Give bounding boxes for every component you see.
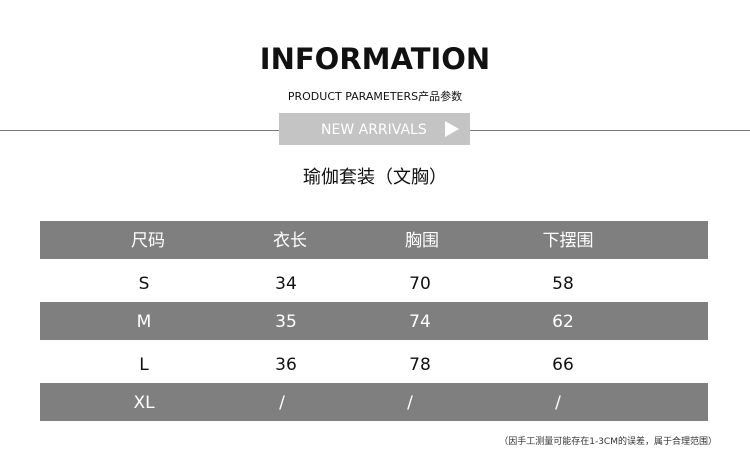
table-cell: 66 — [552, 355, 574, 375]
page-title: INFORMATION — [259, 42, 491, 76]
table-cell: M — [136, 312, 152, 332]
new-arrivals-badge: NEW ARRIVALS — [279, 113, 470, 145]
page-subtitle: PRODUCT PARAMETERS产品参数 — [287, 90, 463, 103]
table-cell: S — [138, 274, 150, 294]
table-row: XL / / / — [40, 383, 708, 421]
column-header: 衣长 — [273, 231, 307, 251]
measurement-note: （因手工测量可能存在1-3CM的误差，属于合理范围） — [499, 437, 717, 447]
table-cell: 74 — [409, 312, 431, 332]
table-cell: 58 — [552, 274, 574, 294]
table-cell: 36 — [275, 355, 297, 375]
table-cell: 62 — [552, 312, 574, 332]
table-header: 尺码 衣长 胸围 下摆围 — [40, 221, 708, 259]
table-row: S 34 70 58 — [40, 264, 708, 302]
badge-label: NEW ARRIVALS — [321, 122, 427, 138]
product-name: 瑜伽套装（文胸） — [303, 167, 447, 188]
column-header: 尺码 — [131, 231, 165, 251]
divider-left — [0, 130, 279, 131]
table-cell: 34 — [275, 274, 297, 294]
table-cell: 70 — [409, 274, 431, 294]
column-header: 下摆围 — [542, 231, 594, 251]
play-triangle-icon — [445, 121, 459, 137]
table-cell: XL — [133, 393, 155, 413]
table-cell: 78 — [409, 355, 431, 375]
divider-right — [470, 130, 750, 131]
column-header: 胸围 — [405, 231, 439, 251]
table-cell: / — [279, 393, 285, 413]
table-cell: / — [555, 393, 561, 413]
table-cell: L — [139, 355, 149, 375]
table-row: L 36 78 66 — [40, 345, 708, 383]
table-row: M 35 74 62 — [40, 302, 708, 340]
table-cell: / — [407, 393, 413, 413]
table-cell: 35 — [275, 312, 297, 332]
